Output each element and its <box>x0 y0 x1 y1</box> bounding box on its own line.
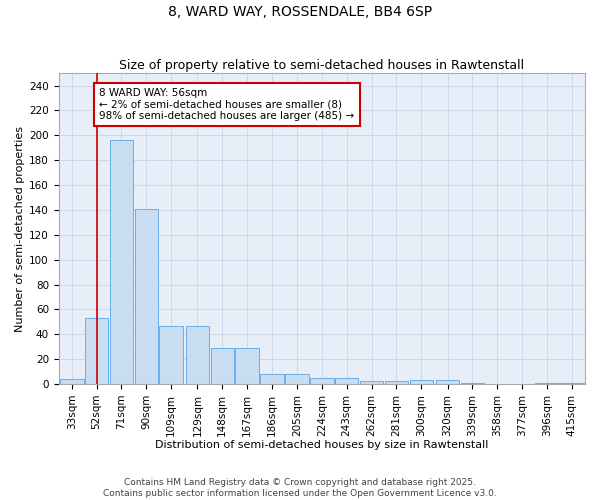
Bar <box>185 326 209 384</box>
Bar <box>461 382 484 384</box>
Bar <box>310 378 334 384</box>
Bar <box>110 140 133 384</box>
Text: 8, WARD WAY, ROSSENDALE, BB4 6SP: 8, WARD WAY, ROSSENDALE, BB4 6SP <box>168 5 432 19</box>
Bar <box>60 379 83 384</box>
Bar <box>385 382 408 384</box>
Bar <box>160 326 183 384</box>
X-axis label: Distribution of semi-detached houses by size in Rawtenstall: Distribution of semi-detached houses by … <box>155 440 488 450</box>
Text: Contains HM Land Registry data © Crown copyright and database right 2025.
Contai: Contains HM Land Registry data © Crown c… <box>103 478 497 498</box>
Bar <box>360 382 383 384</box>
Bar <box>285 374 309 384</box>
Bar <box>211 348 234 384</box>
Bar <box>436 380 460 384</box>
Bar <box>535 382 559 384</box>
Bar <box>85 318 109 384</box>
Title: Size of property relative to semi-detached houses in Rawtenstall: Size of property relative to semi-detach… <box>119 59 524 72</box>
Bar <box>560 382 584 384</box>
Bar <box>410 380 433 384</box>
Bar <box>134 208 158 384</box>
Y-axis label: Number of semi-detached properties: Number of semi-detached properties <box>15 126 25 332</box>
Bar <box>235 348 259 384</box>
Bar <box>260 374 284 384</box>
Bar <box>335 378 358 384</box>
Text: 8 WARD WAY: 56sqm
← 2% of semi-detached houses are smaller (8)
98% of semi-detac: 8 WARD WAY: 56sqm ← 2% of semi-detached … <box>99 88 355 122</box>
